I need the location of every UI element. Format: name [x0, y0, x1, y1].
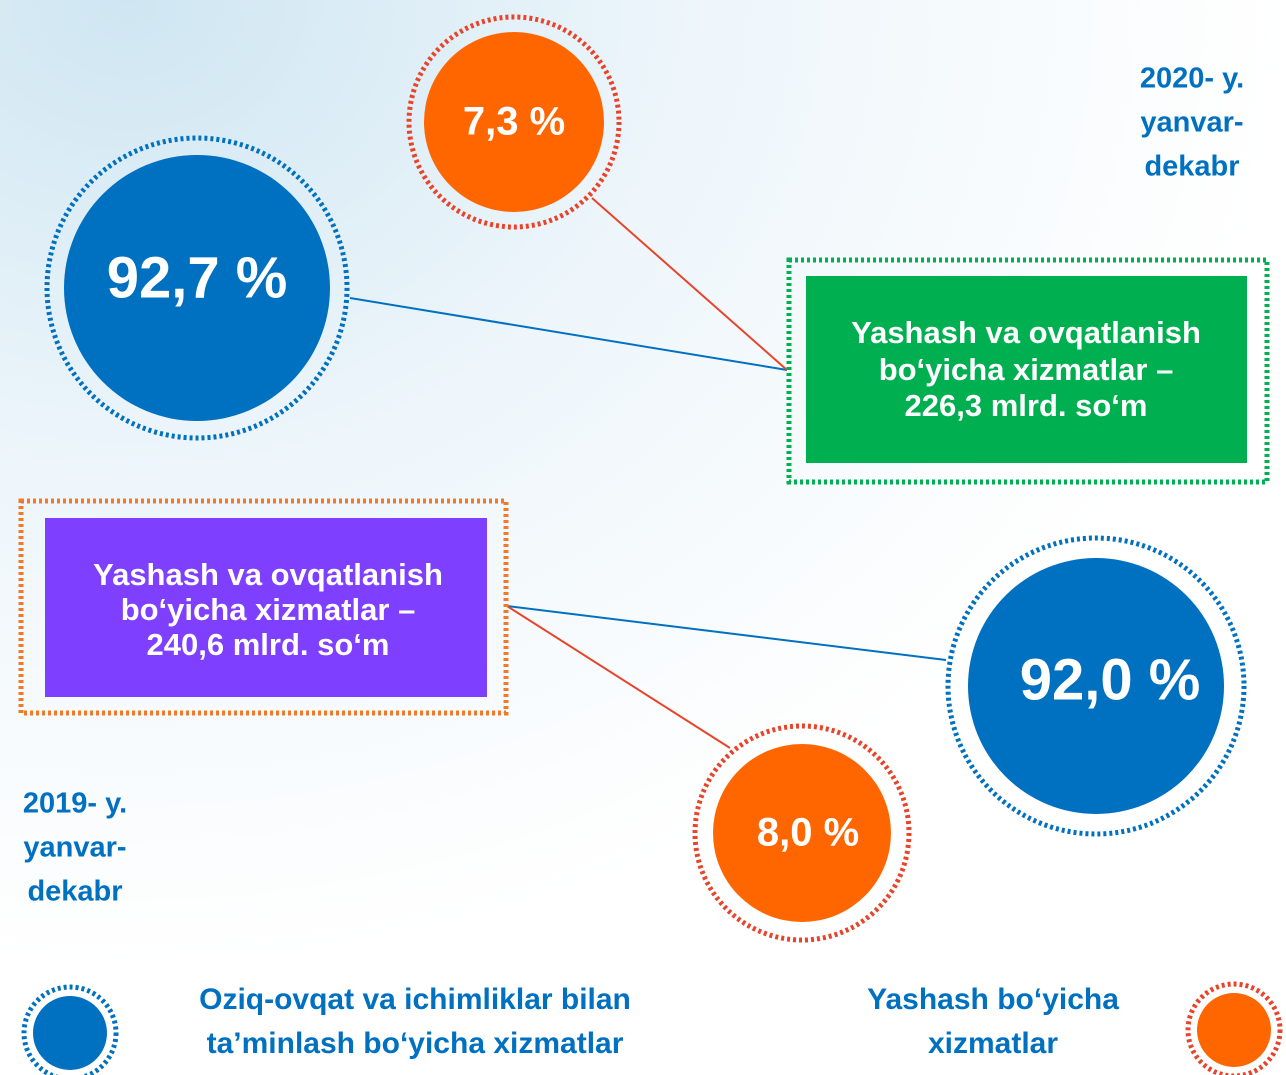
legend-ring	[1185, 981, 1283, 1075]
blue-circle	[64, 155, 330, 421]
circle-label: 92,7 %	[107, 245, 288, 310]
legend-ring	[21, 984, 119, 1075]
box-text: Yashash va ovqatlanish	[851, 315, 1201, 350]
circle-ring	[44, 135, 350, 441]
blue-circle	[968, 558, 1224, 814]
period-label: yanvar-	[23, 832, 126, 864]
circle-ring	[406, 14, 622, 230]
connector	[349, 297, 788, 371]
period-label: 2020- y.	[1140, 63, 1244, 95]
box-text: Yashash va ovqatlanish	[93, 557, 443, 592]
period-label: dekabr	[1144, 151, 1239, 183]
legend-swatch	[1197, 993, 1271, 1067]
box	[45, 518, 487, 697]
legend-label: Yashash bo‘yicha	[867, 983, 1119, 1016]
connector	[591, 197, 788, 371]
circle-ring	[692, 723, 912, 943]
circle-label: 7,3 %	[463, 100, 565, 144]
legend-label: ta’minlash bo‘yicha xizmatlar	[207, 1027, 624, 1060]
orange-circle	[713, 744, 891, 922]
box-border	[18, 498, 509, 716]
connector	[506, 605, 947, 661]
connector	[506, 605, 731, 749]
circle-label: 8,0 %	[757, 811, 859, 855]
period-label: yanvar-	[1140, 107, 1243, 139]
period-label: dekabr	[27, 876, 122, 908]
box-text: bo‘yicha xizmatlar –	[121, 592, 416, 627]
legend-swatch	[33, 996, 107, 1070]
box	[806, 276, 1247, 463]
box-border	[786, 257, 1270, 485]
circle-ring	[945, 535, 1247, 837]
period-label: 2019- y.	[23, 788, 127, 820]
box-text: 240,6 mlrd. so‘m	[147, 627, 390, 662]
legend-label: xizmatlar	[928, 1027, 1058, 1060]
box-text: 226,3 mlrd. so‘m	[905, 388, 1148, 423]
box-text: bo‘yicha xizmatlar –	[879, 352, 1174, 387]
circle-label: 92,0 %	[1020, 647, 1201, 712]
legend-label: Oziq-ovqat va ichimliklar bilan	[199, 983, 631, 1016]
orange-circle	[424, 32, 604, 212]
